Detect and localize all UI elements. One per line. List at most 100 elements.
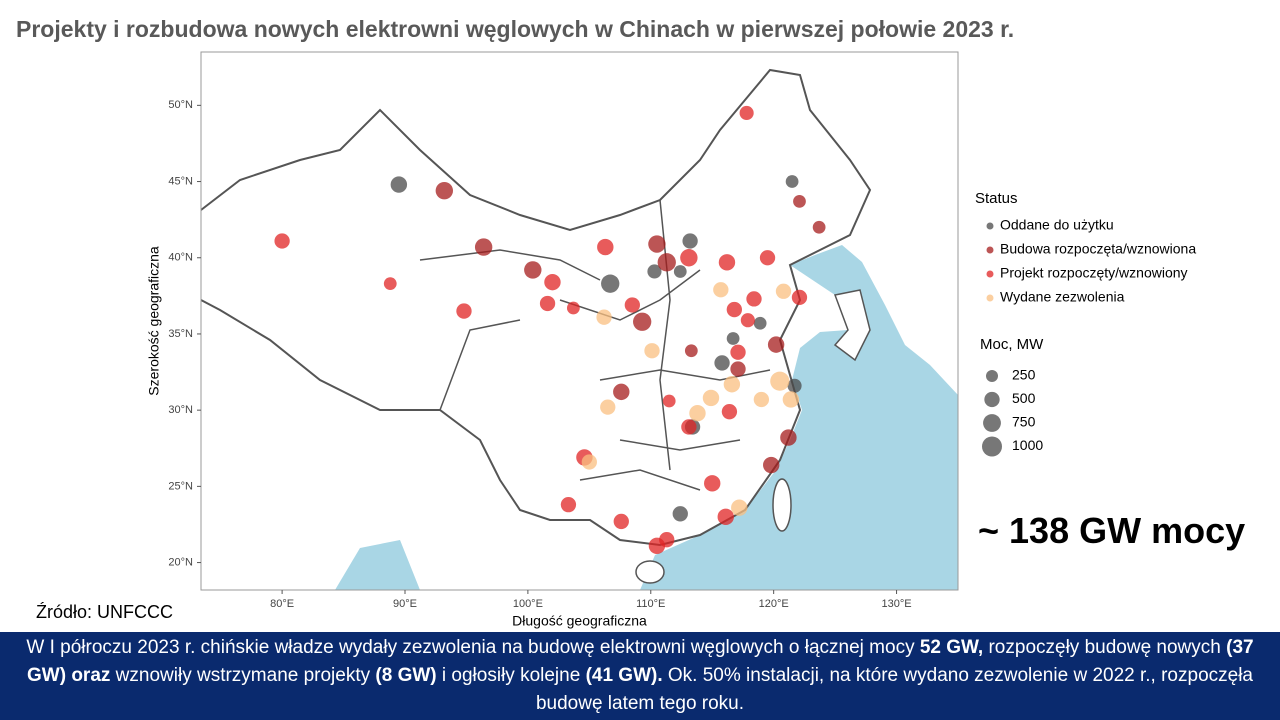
plant-point (689, 405, 706, 422)
size-legend-label: 750 (1012, 414, 1036, 430)
plant-point (759, 250, 776, 266)
plant-point (770, 371, 790, 391)
plant-point (596, 309, 612, 325)
footer-text: Ok. 50% instalacji, na które wydano zezw… (535, 665, 1253, 714)
plant-point (524, 261, 542, 279)
plant-point (721, 404, 738, 420)
plant-point (718, 254, 736, 271)
legend-swatch (986, 294, 994, 302)
footer-text: (37 GW) oraz (27, 637, 1254, 686)
plant-point (673, 265, 687, 278)
size-legend-swatch (986, 370, 998, 382)
plant-point (662, 394, 676, 408)
plant-point (435, 181, 454, 200)
plant-point (644, 343, 660, 359)
plant-point (723, 376, 741, 393)
plant-point (274, 233, 290, 249)
plant-point (581, 454, 597, 470)
plant-point (456, 303, 472, 319)
plant-point (684, 344, 698, 358)
callout: ~ 138 GW mocy (978, 510, 1246, 551)
taiwan (772, 478, 792, 532)
plant-point (600, 399, 616, 415)
map-chart: 80°E 90°E 100°E 110°E 120°E 130°E 20°N 25°N 30°N… (146, 51, 1196, 629)
size-legend-swatch (983, 414, 1001, 432)
x-tick-label: 100°E (513, 598, 543, 610)
legend-label: Projekt rozpoczęty/wznowiony (1000, 265, 1188, 281)
korea (833, 289, 871, 362)
province-borders (419, 199, 771, 491)
size-legend-swatch (984, 391, 1000, 408)
size-legend-swatch (982, 436, 1002, 457)
plant-point (566, 301, 580, 315)
y-tick-label: 25°N (168, 480, 193, 492)
footer-text: i ogłosiły kolejne (436, 665, 586, 686)
legend-label: Budowa rozpoczęta/wznowiona (1000, 241, 1196, 257)
y-axis-label: Szerokość geograficzna (146, 246, 162, 396)
size-legend-label: 250 (1012, 367, 1036, 383)
plant-point (717, 508, 734, 526)
size-legend-title: Moc, MW (980, 336, 1044, 353)
footer-text: (8 GW) (375, 665, 437, 686)
plant-point (726, 301, 742, 318)
y-tick-label: 45°N (168, 175, 193, 187)
plant-point (613, 383, 630, 401)
plant-point (767, 336, 785, 353)
plant-point (787, 378, 802, 393)
plant-point (714, 355, 730, 371)
plant-point (672, 506, 688, 522)
x-tick-label: 110°E (636, 598, 665, 610)
plant-point (780, 429, 797, 446)
slide-title: Projekty i rozbudowa nowych elektrowni w… (16, 16, 1015, 42)
footer: W I półroczu 2023 r. chińskie władze wyd… (0, 632, 1280, 720)
plant-point (730, 361, 746, 377)
x-tick-label: 80°E (270, 598, 294, 610)
plant-point (601, 274, 620, 293)
sea (335, 540, 420, 590)
plant-point (739, 105, 754, 121)
plant-point (763, 456, 780, 474)
y-tick-label: 20°N (168, 556, 193, 568)
plant-point (704, 475, 721, 492)
footer-text: (41 GW). (585, 665, 663, 686)
footer-text: rozpoczęły budowę nowych (983, 637, 1227, 658)
x-tick-label: 130°E (882, 598, 912, 610)
x-tick-label: 120°E (759, 598, 789, 610)
plant-point (613, 513, 629, 530)
y-tick-label: 50°N (168, 99, 193, 111)
plant-point (680, 249, 698, 267)
plant-point (647, 264, 662, 279)
plant-point (782, 391, 800, 408)
legend-swatch (986, 246, 994, 254)
legend-label: Wydane zezwolenia (1000, 289, 1125, 305)
legend-title: Status (975, 190, 1018, 207)
legend-swatch (986, 222, 994, 230)
plot-border (200, 51, 959, 591)
size-legend-label: 1000 (1012, 437, 1043, 453)
sea (640, 245, 958, 590)
y-tick-label: 35°N (168, 328, 193, 340)
plant-point (624, 297, 640, 313)
plant-point (682, 233, 698, 249)
plant-point (740, 313, 755, 328)
plant-point (713, 282, 729, 298)
plant-point (383, 277, 397, 291)
plant-point (474, 238, 493, 256)
plant-point (785, 175, 799, 188)
plant-point (597, 238, 614, 256)
plant-point (390, 176, 408, 193)
plant-point (659, 532, 675, 548)
hainan (635, 560, 665, 584)
plant-point (702, 389, 720, 407)
legend-swatch (986, 270, 994, 278)
plant-point (812, 220, 826, 234)
plant-point (775, 283, 792, 299)
x-tick-label: 90°E (393, 598, 417, 610)
source: Źródło: UNFCCC (36, 602, 174, 622)
plant-point (753, 391, 770, 408)
footer-text: wznowiły wstrzymane projekty (110, 665, 376, 686)
plant-point (793, 194, 806, 208)
x-axis-label: Długość geograficzna (512, 613, 647, 629)
country-border (200, 68, 872, 547)
